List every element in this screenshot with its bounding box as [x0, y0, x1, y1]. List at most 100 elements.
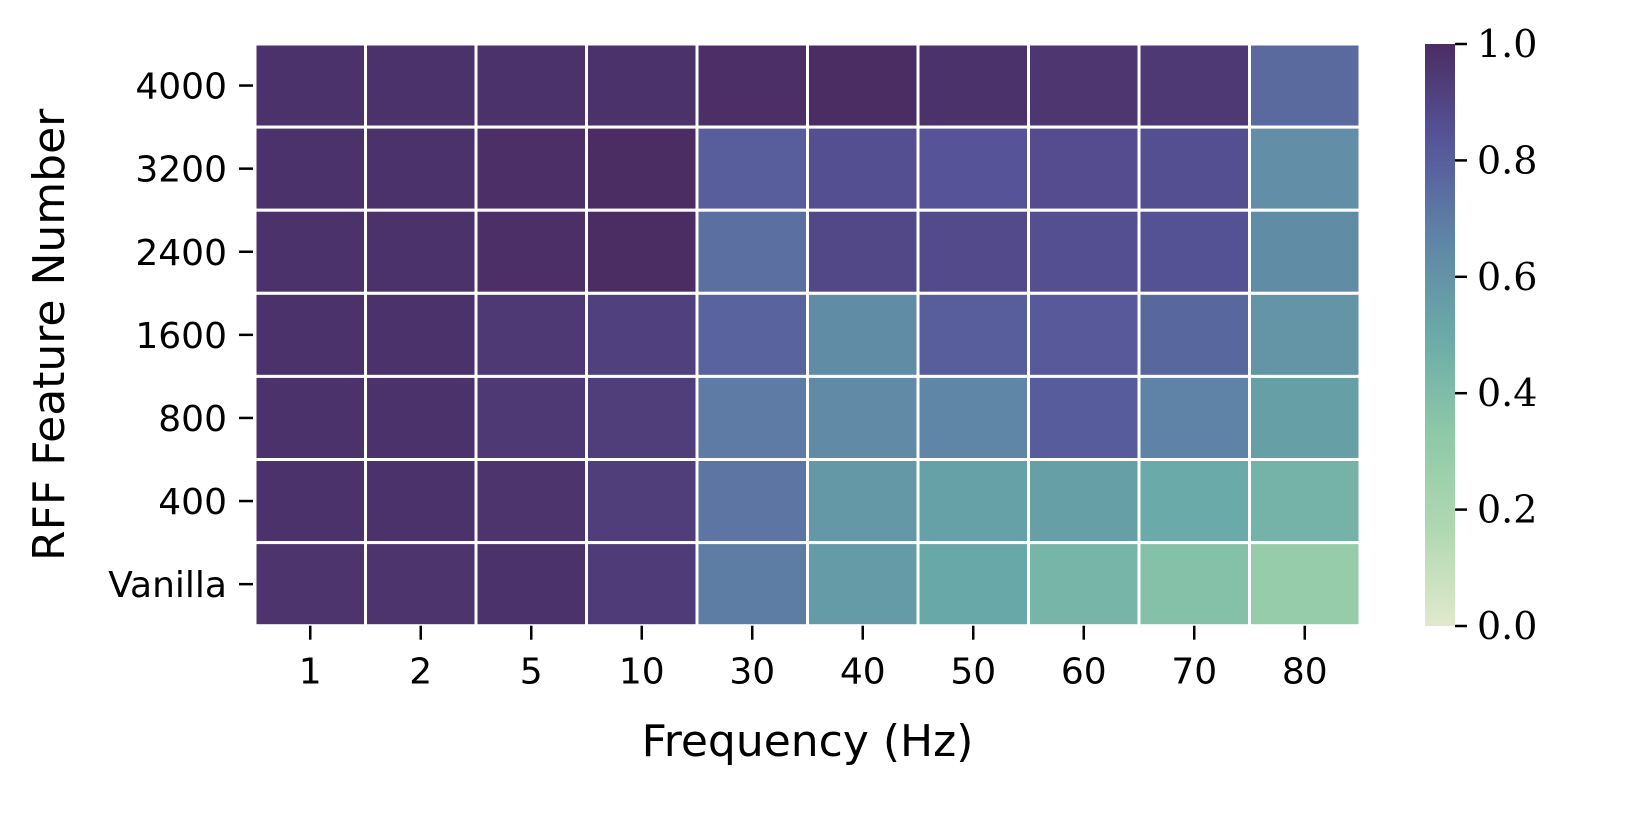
heatmap-cell: [474, 125, 588, 212]
heatmap-cell: [1248, 208, 1362, 295]
heatmap-cell: [916, 125, 1030, 212]
heatmap-cell: [695, 374, 809, 461]
heatmap-cell: [1248, 541, 1362, 628]
heatmap-cell: [1248, 42, 1362, 129]
y-tick-label: Vanilla: [108, 565, 227, 606]
x-tick-label: 10: [619, 652, 665, 693]
colorbar-tick-label: 1.0: [1477, 22, 1537, 66]
heatmap-cell: [916, 291, 1030, 378]
heatmap-cell: [806, 208, 920, 295]
heatmap-cell: [474, 291, 588, 378]
heatmap-cell: [364, 42, 478, 129]
y-axis-ticks: 4000 3200 2400 1600 800 400 Vanilla: [108, 67, 253, 606]
x-tick-label: 80: [1282, 652, 1328, 693]
x-tick-label: 5: [520, 652, 543, 693]
x-tick-label: 1: [299, 652, 322, 693]
heatmap-cell: [364, 125, 478, 212]
heatmap-cell: [364, 208, 478, 295]
heatmap-cell: [474, 42, 588, 129]
heatmap-cell: [1137, 458, 1251, 545]
heatmap-cell: [1137, 42, 1251, 129]
y-tick-label: 4000: [135, 67, 227, 108]
heatmap-cells: [253, 42, 1362, 628]
heatmap-cell: [695, 458, 809, 545]
heatmap-cell: [1248, 458, 1362, 545]
heatmap-cell: [585, 291, 699, 378]
colorbar-tick-label: 0.2: [1477, 488, 1537, 532]
y-tick-label: 3200: [135, 150, 227, 191]
heatmap-cell: [585, 208, 699, 295]
heatmap-cell: [695, 42, 809, 129]
heatmap-cell: [806, 291, 920, 378]
heatmap-cell: [695, 208, 809, 295]
heatmap-cell: [364, 291, 478, 378]
heatmap-cell: [253, 374, 367, 461]
heatmap-cell: [1027, 291, 1141, 378]
heatmap-cell: [916, 374, 1030, 461]
x-tick-label: 70: [1171, 652, 1217, 693]
heatmap-cell: [916, 42, 1030, 129]
heatmap-cell: [695, 125, 809, 212]
colorbar-ticks: 0.0 0.2 0.4 0.6 0.8 1.0: [1455, 22, 1537, 648]
heatmap-cell: [916, 541, 1030, 628]
colorbar-tick-label: 0.6: [1477, 255, 1537, 299]
y-tick-label: 400: [158, 482, 227, 523]
heatmap-cell: [695, 541, 809, 628]
heatmap-cell: [585, 374, 699, 461]
heatmap-cell: [1248, 291, 1362, 378]
heatmap-cell: [806, 42, 920, 129]
heatmap-cell: [1027, 541, 1141, 628]
x-tick-label: 40: [840, 652, 886, 693]
heatmap-cell: [1137, 125, 1251, 212]
heatmap-cell: [364, 374, 478, 461]
x-tick-label: 60: [1061, 652, 1107, 693]
heatmap-cell: [1137, 541, 1251, 628]
colorbar: [1425, 44, 1455, 626]
heatmap-cell: [585, 42, 699, 129]
heatmap-cell: [916, 458, 1030, 545]
y-tick-label: 2400: [135, 233, 227, 274]
heatmap-cell: [253, 42, 367, 129]
x-tick-label: 30: [729, 652, 775, 693]
y-tick-label: 1600: [135, 316, 227, 357]
heatmap-cell: [1248, 374, 1362, 461]
heatmap-cell: [916, 208, 1030, 295]
x-tick-label: 50: [950, 652, 996, 693]
heatmap-cell: [253, 291, 367, 378]
heatmap-cell: [1027, 458, 1141, 545]
x-tick-label: 2: [409, 652, 432, 693]
heatmap-cell: [474, 374, 588, 461]
heatmap-cell: [1137, 208, 1251, 295]
heatmap-cell: [253, 458, 367, 545]
x-axis-label: Frequency (Hz): [642, 716, 974, 767]
heatmap-cell: [364, 458, 478, 545]
heatmap-cell: [364, 541, 478, 628]
heatmap-cell: [1027, 208, 1141, 295]
colorbar-tick-label: 0.0: [1477, 604, 1537, 648]
x-axis-ticks: 1 2 5 10 30 40 50 60 70 80: [299, 625, 1328, 693]
heatmap-cell: [585, 125, 699, 212]
colorbar-tick-label: 0.8: [1477, 138, 1537, 182]
heatmap-cell: [806, 125, 920, 212]
heatmap-cell: [1137, 291, 1251, 378]
heatmap-cell: [253, 125, 367, 212]
heatmap-cell: [695, 291, 809, 378]
heatmap-cell: [474, 458, 588, 545]
heatmap-cell: [253, 208, 367, 295]
heatmap-cell: [474, 208, 588, 295]
colorbar-tick-label: 0.4: [1477, 371, 1537, 415]
heatmap-cell: [1248, 125, 1362, 212]
heatmap-cell: [585, 541, 699, 628]
heatmap-cell: [806, 458, 920, 545]
heatmap-cell: [1027, 374, 1141, 461]
heatmap-cell: [585, 458, 699, 545]
y-tick-label: 800: [158, 399, 227, 440]
heatmap-cell: [806, 374, 920, 461]
heatmap-cell: [1027, 42, 1141, 129]
heatmap-cell: [806, 541, 920, 628]
heatmap-cell: [1027, 125, 1141, 212]
y-axis-label: RFF Feature Number: [24, 108, 75, 561]
heatmap-cell: [253, 541, 367, 628]
heatmap-cell: [1137, 374, 1251, 461]
